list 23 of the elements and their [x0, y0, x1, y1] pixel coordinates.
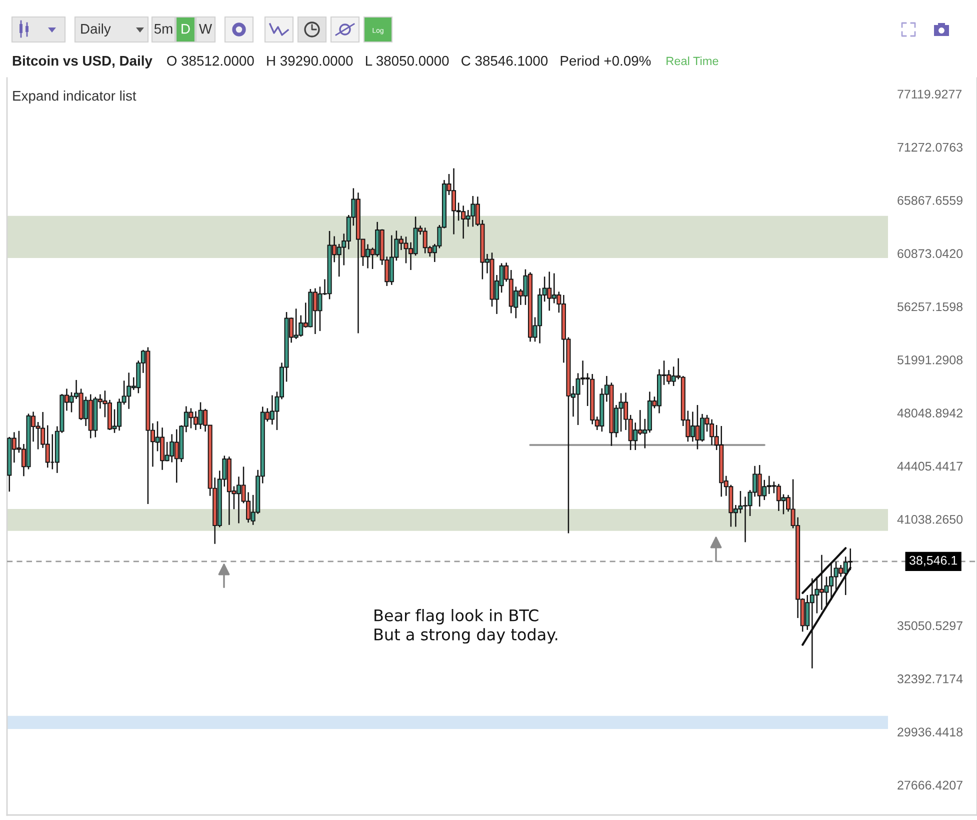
y-tick-label: 48048.8942	[897, 408, 962, 418]
annotation: Expand indicator list	[13, 90, 136, 104]
chart-title: Bitcoin vs USD, Daily	[12, 56, 152, 68]
y-tick-label: 60873.0420	[898, 249, 963, 258]
text: Daily	[81, 24, 111, 36]
y-tick-label: 71272.0763	[898, 142, 962, 152]
chart-subtitle: O 38512.0000 H 39290.0000 L 38050.0000 C 38546.1000 Period +0.09%	[167, 56, 651, 66]
y-tick-label: 56257.1598	[898, 302, 962, 312]
y-tick-label: 51991.2908	[898, 355, 962, 364]
text: 5m	[154, 24, 172, 34]
text: W	[199, 24, 212, 34]
text: Real Time	[666, 56, 718, 66]
ref-line-label: 38,546.1	[909, 556, 958, 566]
y-tick-label: 41038.2650	[897, 514, 963, 524]
y-tick-label: 65867.6559	[898, 196, 962, 205]
y-tick-label: 27666.4207	[898, 780, 962, 790]
text: D	[182, 24, 190, 34]
y-tick-label: 35050.5297	[897, 621, 962, 630]
annotation: Bear flag look in BTC But a strong day today.	[374, 609, 558, 644]
y-tick-label: 29936.4418	[898, 728, 962, 736]
y-tick-label: 32392.7174	[897, 674, 963, 684]
y-tick-label: 44405.4417	[897, 462, 962, 471]
y-tick-label: 77119.9277	[898, 90, 962, 99]
